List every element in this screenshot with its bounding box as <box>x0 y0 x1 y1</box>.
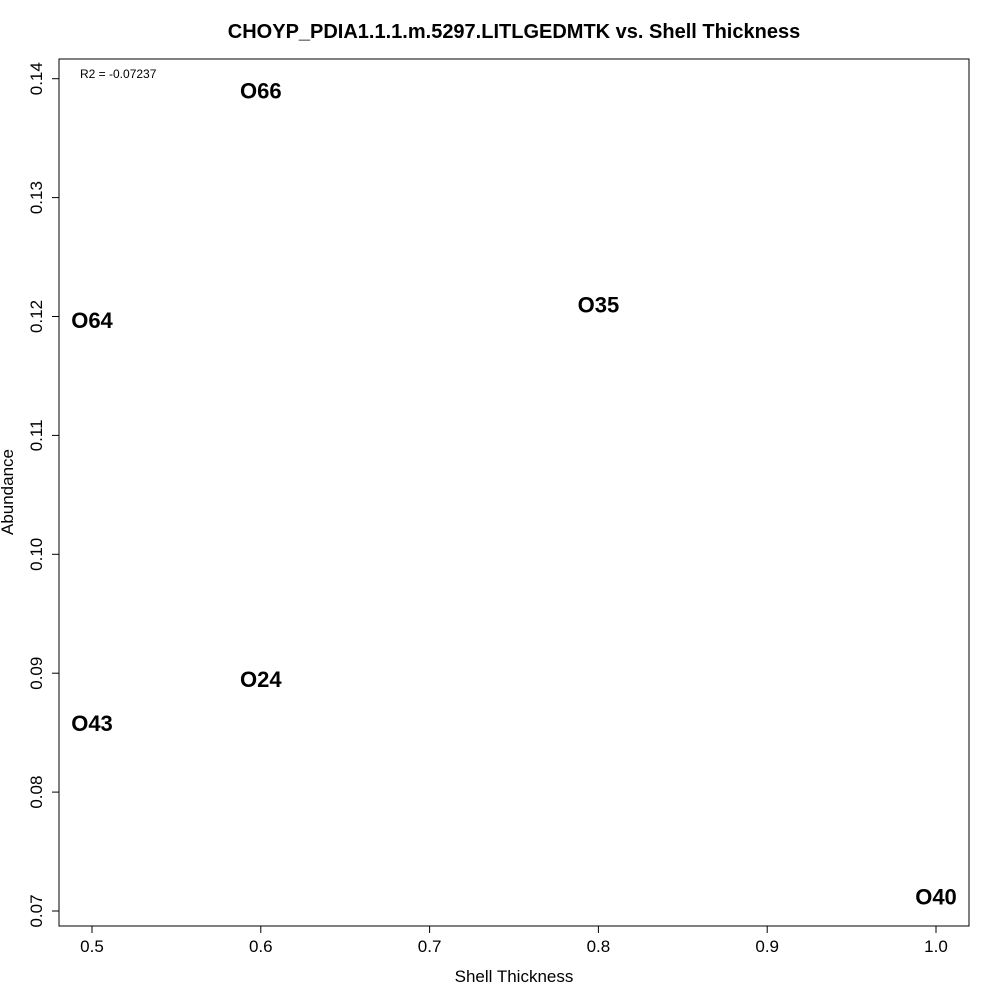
point-label-o35: O35 <box>578 293 620 318</box>
point-label-o40: O40 <box>915 885 957 910</box>
x-tick-label: 0.9 <box>755 937 779 956</box>
y-tick-label: 0.10 <box>27 538 46 571</box>
x-tick-label: 0.5 <box>80 937 104 956</box>
data-points: O66 O64 O35 O24 O43 O40 <box>71 79 957 910</box>
x-tick-label: 0.8 <box>587 937 611 956</box>
r2-annotation: R2 = -0.07237 <box>80 67 157 81</box>
point-label-o43: O43 <box>71 711 113 736</box>
x-tick-label: 1.0 <box>924 937 948 956</box>
x-tick-label: 0.6 <box>249 937 273 956</box>
x-axis: 0.5 0.6 0.7 0.8 0.9 1.0 <box>80 925 948 956</box>
y-tick-label: 0.07 <box>27 894 46 927</box>
x-axis-label: Shell Thickness <box>455 967 574 986</box>
point-label-o24: O24 <box>240 667 282 692</box>
x-tick-label: 0.7 <box>418 937 442 956</box>
y-axis-label: Abundance <box>0 449 17 535</box>
y-tick-label: 0.14 <box>27 62 46 95</box>
y-tick-label: 0.08 <box>27 776 46 809</box>
y-tick-label: 0.13 <box>27 181 46 214</box>
chart-title: CHOYP_PDIA1.1.1.m.5297.LITLGEDMTK vs. Sh… <box>228 21 800 43</box>
point-label-o66: O66 <box>240 79 282 104</box>
point-label-o64: O64 <box>71 308 113 333</box>
y-tick-label: 0.11 <box>27 419 46 451</box>
y-tick-label: 0.12 <box>27 300 46 333</box>
plot-frame <box>58 58 970 927</box>
y-axis: 0.07 0.08 0.09 0.10 0.11 0.12 0.13 0.14 <box>27 62 60 928</box>
y-tick-label: 0.09 <box>27 657 46 690</box>
